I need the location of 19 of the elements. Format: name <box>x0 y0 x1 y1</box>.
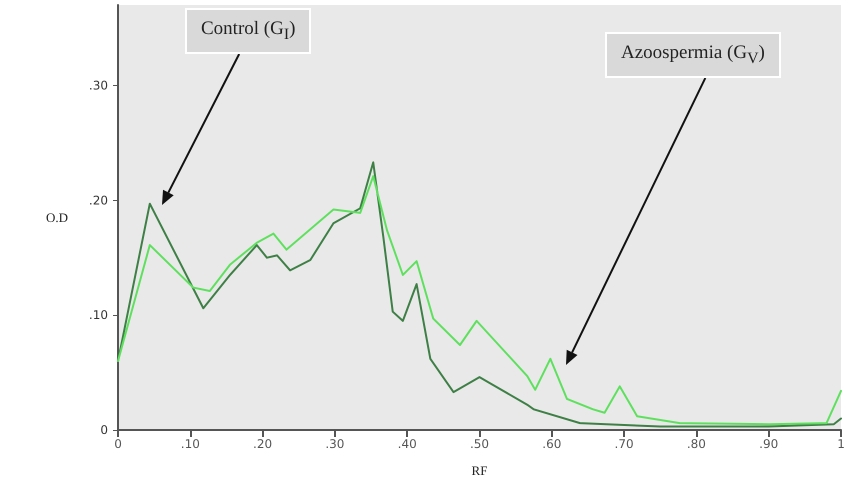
y-tick-label: .10 <box>88 308 108 322</box>
x-axis-title: RF <box>472 463 488 478</box>
y-tick-label: 0 <box>100 423 108 437</box>
x-tick-label: .10 <box>180 437 200 451</box>
x-tick-label: .20 <box>253 437 272 451</box>
x-tick-label: 1 <box>837 437 845 451</box>
x-tick-label: .90 <box>759 437 778 451</box>
x-tick-label: .40 <box>398 437 417 451</box>
x-tick-label: 0 <box>114 437 122 451</box>
y-tick-label: .30 <box>88 78 108 92</box>
y-axis-title: O.D <box>46 210 68 225</box>
x-tick-label: .60 <box>542 437 562 451</box>
x-tick-label: .30 <box>325 437 344 451</box>
x-tick-label: .50 <box>470 437 490 451</box>
x-tick-label: .80 <box>686 437 706 451</box>
x-tick-label: .70 <box>614 437 634 451</box>
y-tick-label: .20 <box>88 193 108 208</box>
annotation: Azoospermia (G$_{V}$) <box>605 32 781 78</box>
annotation: Control (G$_{I}$) <box>185 8 312 54</box>
